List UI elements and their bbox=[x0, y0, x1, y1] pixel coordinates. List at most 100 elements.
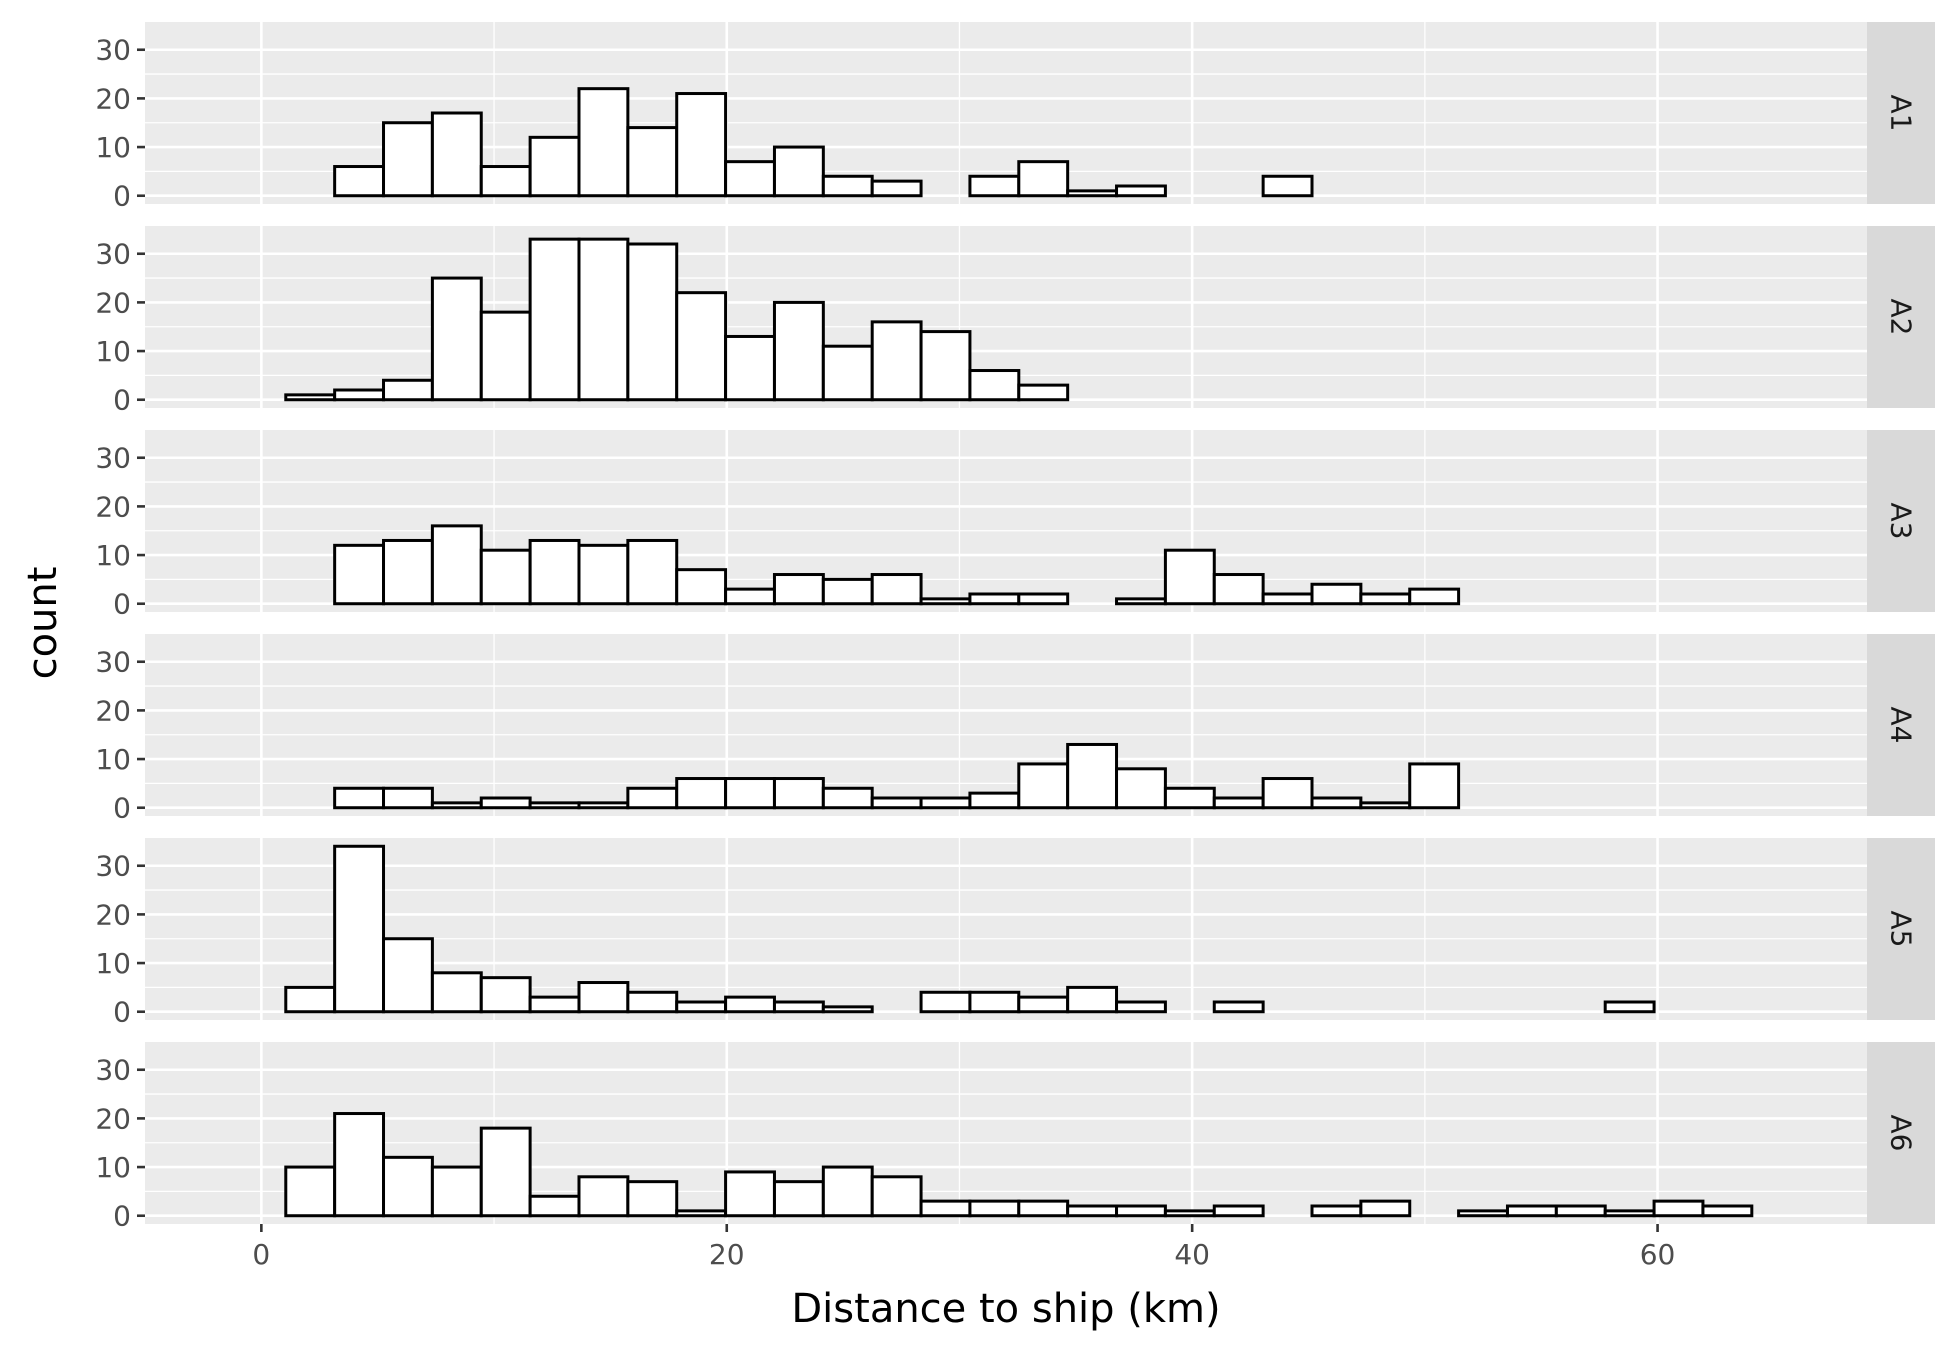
y-tick-label: 20 bbox=[95, 898, 131, 931]
histogram-bar bbox=[1017, 592, 1070, 606]
histogram-bar bbox=[577, 543, 630, 606]
histogram-bar bbox=[382, 121, 434, 198]
facet-strip-label: A3 bbox=[1885, 503, 1918, 540]
histogram-bar bbox=[528, 801, 581, 810]
histogram-bar bbox=[1261, 174, 1314, 198]
histogram-bar bbox=[382, 1155, 434, 1218]
facet-panel-a5: 0 10 20 30 A5 bbox=[95, 838, 1935, 1029]
facet-strip-label: A5 bbox=[1885, 911, 1918, 948]
histogram-bar bbox=[870, 179, 923, 198]
histogram-bar bbox=[968, 369, 1021, 402]
histogram-bar bbox=[1017, 160, 1070, 198]
histogram-bar bbox=[675, 291, 728, 402]
histogram-bar bbox=[1701, 1204, 1754, 1218]
histogram-bar bbox=[626, 538, 679, 606]
facet-strip-background bbox=[1867, 430, 1935, 612]
histogram-bar bbox=[724, 1170, 776, 1218]
histogram-bar bbox=[919, 597, 972, 606]
histogram-bar bbox=[1017, 383, 1070, 402]
histogram-bar bbox=[1359, 801, 1412, 810]
histogram-bar bbox=[430, 276, 483, 402]
histogram-bar bbox=[1066, 189, 1119, 198]
histogram-bar bbox=[724, 334, 776, 402]
facet-strip-background bbox=[1867, 634, 1935, 816]
histogram-bar bbox=[1554, 1204, 1607, 1218]
histogram-bar bbox=[479, 310, 532, 402]
y-tick-label: 20 bbox=[95, 694, 131, 727]
histogram-bar bbox=[333, 388, 386, 402]
y-tick-label: 0 bbox=[113, 792, 131, 825]
histogram-bar bbox=[1212, 573, 1265, 606]
y-tick-label: 0 bbox=[113, 588, 131, 621]
histogram-bar bbox=[821, 1005, 874, 1014]
y-tick-label: 20 bbox=[95, 82, 131, 115]
y-tick-label: 30 bbox=[95, 646, 131, 679]
histogram-bar bbox=[724, 995, 776, 1014]
histogram-bar bbox=[333, 786, 386, 810]
facet-strip-background bbox=[1867, 838, 1935, 1020]
histogram-bar bbox=[626, 1180, 679, 1218]
histogram-bar bbox=[333, 543, 386, 606]
histogram-bar bbox=[1017, 1199, 1070, 1218]
histogram-bar bbox=[1408, 762, 1461, 810]
histogram-bar bbox=[528, 1194, 581, 1218]
histogram-bar bbox=[528, 538, 581, 606]
histogram-bar bbox=[1163, 548, 1216, 606]
histogram-bar bbox=[968, 1199, 1021, 1218]
histogram-bar bbox=[1212, 1204, 1265, 1218]
y-tick-label: 10 bbox=[95, 1151, 131, 1184]
histogram-bar bbox=[772, 145, 825, 198]
histogram-bar bbox=[1652, 1199, 1705, 1218]
histogram-bar bbox=[724, 587, 776, 606]
y-tick-label: 30 bbox=[95, 1054, 131, 1087]
x-tick-label: 20 bbox=[709, 1238, 745, 1271]
histogram-bar bbox=[1457, 1209, 1509, 1218]
histogram-bar bbox=[968, 592, 1021, 606]
y-tick-label: 10 bbox=[95, 131, 131, 164]
y-tick-label: 30 bbox=[95, 850, 131, 883]
histogram-bar bbox=[528, 237, 581, 402]
histogram-bar bbox=[430, 111, 483, 198]
histogram-bar bbox=[968, 174, 1021, 198]
histogram-bar bbox=[1212, 796, 1265, 810]
histogram-bar bbox=[968, 990, 1021, 1014]
facet-strip-label: A1 bbox=[1885, 95, 1918, 132]
histogram-bar bbox=[870, 1175, 923, 1218]
histogram-bar bbox=[968, 791, 1021, 810]
histogram-bar bbox=[1603, 1209, 1656, 1218]
histogram-bar bbox=[577, 1175, 630, 1218]
histogram-bar bbox=[626, 242, 679, 402]
histogram-bar bbox=[1115, 1000, 1167, 1014]
facet-panel-a1: 0 10 20 30 A1 bbox=[95, 22, 1935, 213]
histogram-bar bbox=[919, 330, 972, 402]
y-tick-label: 20 bbox=[95, 1102, 131, 1135]
facet-panel-a4: 0 10 20 30 A4 bbox=[95, 634, 1935, 825]
histogram-bar bbox=[479, 796, 532, 810]
histogram-bar bbox=[382, 937, 434, 1014]
histogram-bar bbox=[821, 1165, 874, 1218]
histogram-bar bbox=[284, 985, 337, 1014]
histogram-bar bbox=[821, 344, 874, 402]
histogram-bar bbox=[577, 87, 630, 198]
histogram-bar bbox=[870, 573, 923, 606]
facet-strip-background bbox=[1867, 22, 1935, 204]
y-tick-label: 0 bbox=[113, 1200, 131, 1233]
facet-panel-a2: 0 10 20 30 A2 bbox=[95, 226, 1935, 417]
histogram-bar bbox=[1115, 1204, 1167, 1218]
y-tick-label: 30 bbox=[95, 238, 131, 271]
histogram-bar bbox=[724, 160, 776, 198]
histogram-bar bbox=[724, 777, 776, 810]
x-tick-label: 0 bbox=[252, 1238, 270, 1271]
histogram-bar bbox=[1261, 592, 1314, 606]
histogram-bar bbox=[1310, 796, 1363, 810]
histogram-bar bbox=[1603, 1000, 1656, 1014]
histogram-bar bbox=[1066, 742, 1119, 810]
y-tick-label: 30 bbox=[95, 34, 131, 67]
y-tick-label: 20 bbox=[95, 286, 131, 319]
histogram-bar bbox=[1163, 1209, 1216, 1218]
x-axis-title: Distance to ship (km) bbox=[791, 1286, 1220, 1332]
histogram-bar bbox=[577, 801, 630, 810]
histogram-bar bbox=[430, 971, 483, 1014]
y-tick-label: 20 bbox=[95, 490, 131, 523]
